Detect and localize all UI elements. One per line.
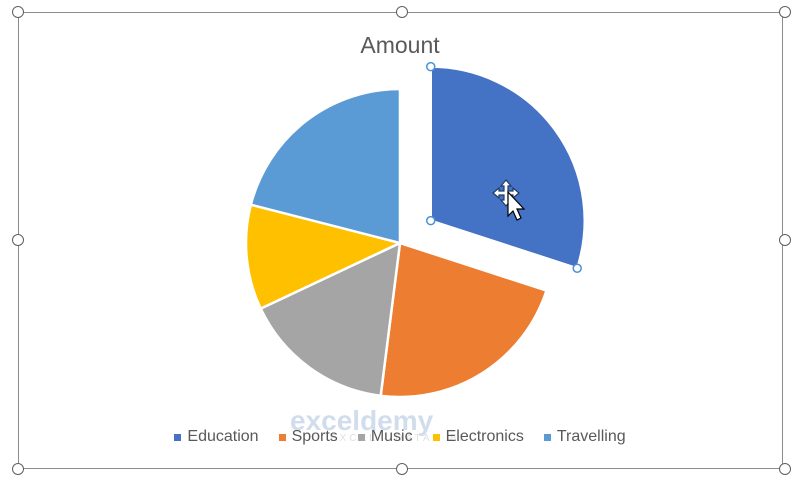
selection-handle[interactable] (425, 215, 436, 226)
legend-swatch (357, 433, 365, 441)
resize-handle[interactable] (12, 6, 24, 18)
resize-handle[interactable] (396, 463, 408, 475)
pie-slice-sports[interactable] (379, 241, 549, 399)
move-cursor-icon (492, 179, 526, 221)
pie-slice-education[interactable] (429, 65, 586, 270)
legend-label: Travelling (556, 428, 626, 445)
resize-handle[interactable] (779, 463, 791, 475)
legend-label: Music (370, 428, 413, 445)
resize-handle[interactable] (12, 234, 24, 246)
selection-handle[interactable] (572, 263, 582, 274)
legend-swatch (278, 433, 286, 441)
legend-swatch (543, 433, 551, 441)
resize-handle[interactable] (12, 463, 24, 475)
legend-item-electronics[interactable]: Electronics (432, 428, 524, 446)
legend-label: Education (187, 428, 259, 445)
pie-slice-music[interactable] (258, 240, 402, 398)
legend-item-music[interactable]: Music (357, 428, 413, 446)
resize-handle[interactable] (779, 6, 791, 18)
legend-swatch (432, 433, 440, 441)
pie-slice-travelling[interactable] (249, 87, 402, 245)
pie-slice-electronics[interactable] (244, 203, 404, 311)
legend-label: Electronics (445, 428, 524, 445)
legend-item-education[interactable]: Education (174, 428, 259, 446)
legend[interactable]: Education Sports Music Electronics Travellin… (0, 428, 800, 446)
chart-title[interactable]: Amount (360, 32, 440, 58)
legend-swatch (174, 433, 182, 441)
legend-item-travelling[interactable]: Travelling (543, 428, 626, 446)
legend-label: Sports (291, 428, 338, 445)
legend-item-sports[interactable]: Sports (278, 428, 338, 446)
resize-handle[interactable] (396, 6, 408, 18)
resize-handle[interactable] (779, 234, 791, 246)
selection-handle[interactable] (425, 61, 436, 72)
